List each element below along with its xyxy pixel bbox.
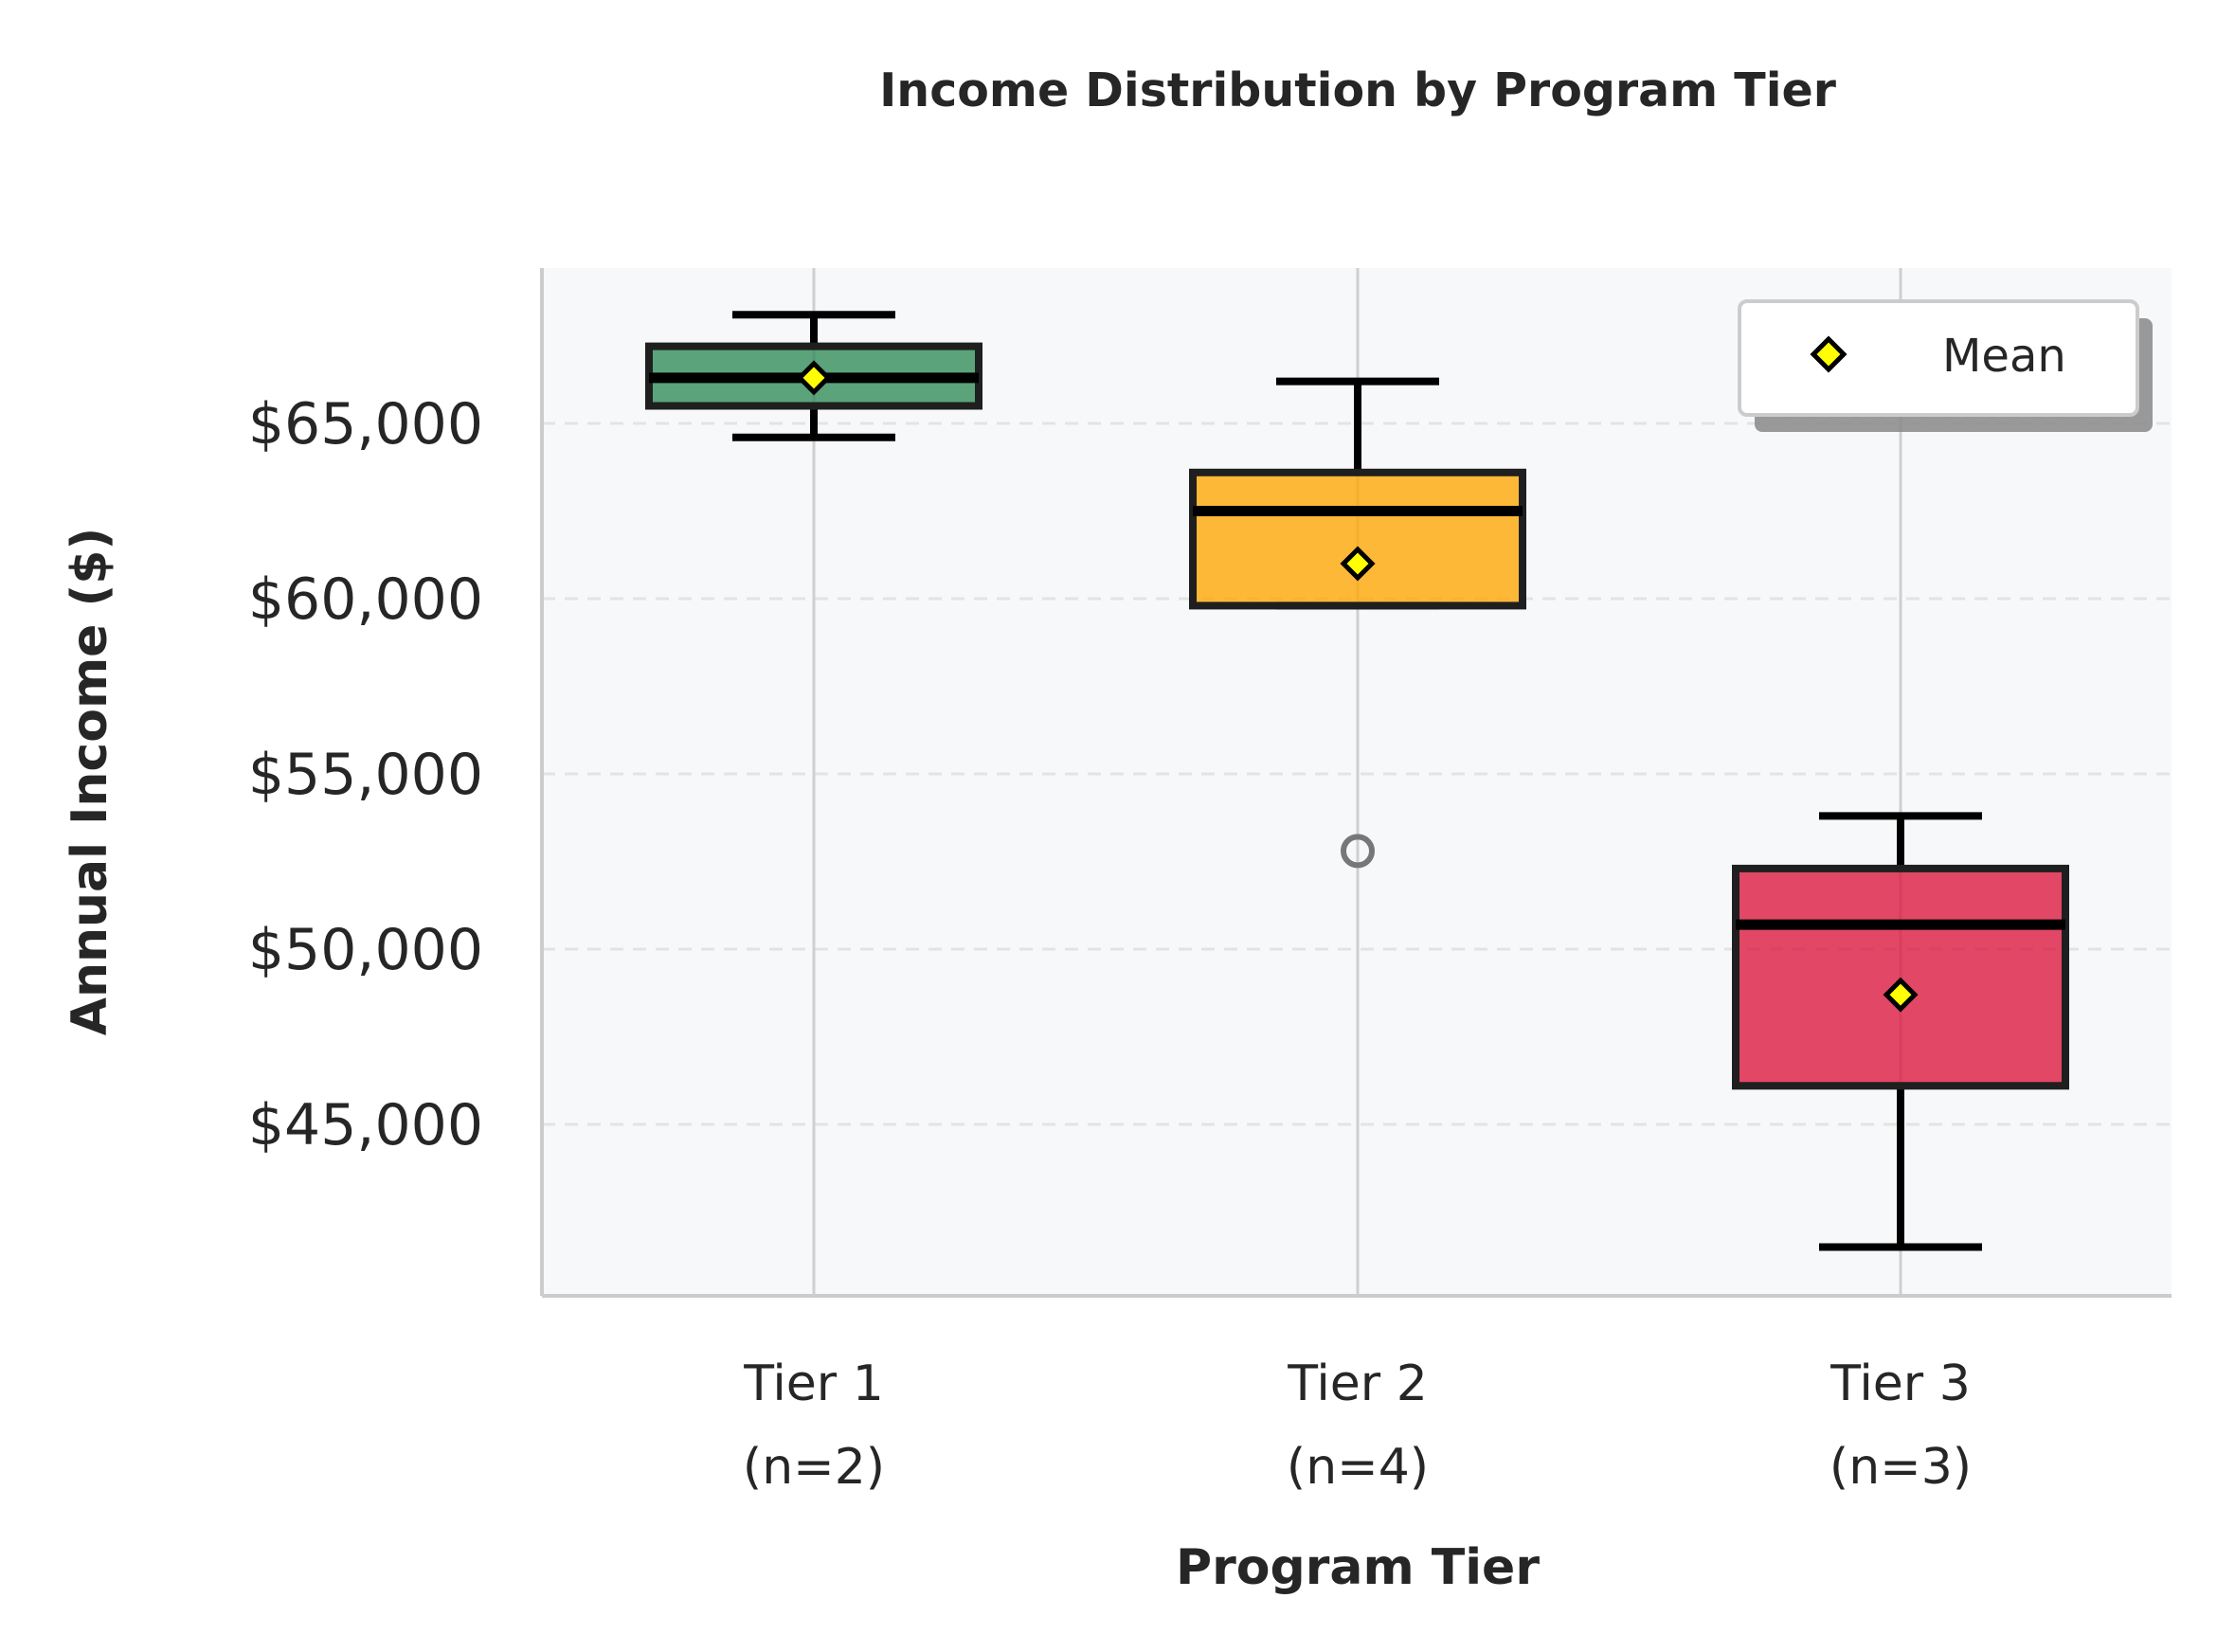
box-2 <box>1189 377 1526 869</box>
x-tick-labels: Tier 1 (n=2) Tier 2 (n=4) Tier 3 (n=3) <box>743 1356 1972 1496</box>
x-tick-sublabel: (n=4) <box>1287 1439 1429 1496</box>
mean-marker <box>1883 977 1919 1013</box>
mean-marker <box>796 360 832 396</box>
legend-label: Mean <box>1942 330 2066 383</box>
boxes <box>645 311 2069 1251</box>
x-tick-sublabel: (n=3) <box>1829 1439 1972 1496</box>
box-1 <box>645 311 982 441</box>
x-tick-label: Tier 1 <box>743 1356 884 1412</box>
y-tick-label: $60,000 <box>248 566 483 633</box>
iqr-box <box>1189 468 1526 610</box>
outlier-point <box>1341 834 1375 869</box>
box-3 <box>1732 812 2069 1251</box>
y-axis-label: Annual Income ($) <box>62 528 118 1036</box>
y-tick-label: $45,000 <box>248 1092 483 1158</box>
chart-title: Income Distribution by Program Tier <box>879 63 1837 117</box>
mean-marker <box>1340 546 1376 582</box>
x-axis-label: Program Tier <box>1176 1539 1540 1596</box>
mean-diamond-icon <box>1810 335 1848 373</box>
x-tick-sublabel: (n=2) <box>743 1439 885 1496</box>
y-tick-label: $50,000 <box>248 917 483 983</box>
y-tick-label: $55,000 <box>248 742 483 808</box>
x-tick-label: Tier 3 <box>1829 1356 1971 1412</box>
legend-box <box>1738 299 2139 417</box>
legend: Mean <box>1738 299 2153 432</box>
y-tick-labels: $45,000 $50,000 $55,000 $60,000 $65,000 <box>248 391 483 1158</box>
x-tick-label: Tier 2 <box>1287 1356 1428 1412</box>
y-tick-label: $65,000 <box>248 391 483 458</box>
